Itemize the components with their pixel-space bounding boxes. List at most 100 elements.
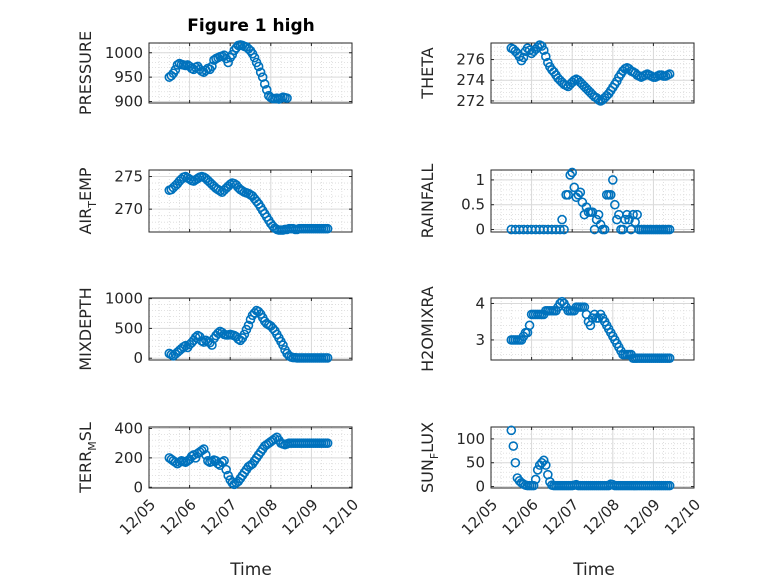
subplot-air_temp: 270 275 AIRTEMP — [76, 167, 353, 235]
y-axis-label-subscript: M — [86, 441, 99, 451]
y-tick-label: 1000 — [105, 290, 143, 308]
y-tick-label: 100 — [456, 430, 485, 448]
data-point — [664, 224, 675, 235]
data-point — [538, 45, 549, 56]
data-point — [223, 470, 233, 481]
y-axis-label: SUNFLUX — [418, 422, 441, 493]
data-point — [664, 69, 675, 79]
data-point — [524, 320, 535, 331]
y-tick-label: 0 — [133, 349, 143, 367]
figure-title: Figure 1 high — [187, 16, 315, 36]
x-tick-label: 12/08 — [580, 496, 623, 539]
data-point — [207, 61, 217, 72]
data-point — [225, 179, 235, 190]
data-point — [322, 438, 333, 448]
data-point — [530, 474, 541, 485]
x-tick-label: 12/06 — [499, 496, 542, 539]
y-tick-label: 200 — [114, 449, 143, 467]
data-point — [227, 478, 238, 488]
data-point — [599, 224, 610, 235]
data-point — [508, 441, 519, 451]
x-tick-label: 12/07 — [539, 496, 582, 539]
x-tick-label: 12/05 — [458, 496, 501, 539]
y-axis-label-main: SUN — [418, 459, 437, 493]
data-point — [199, 337, 209, 347]
data-point — [249, 52, 260, 63]
x-tick-label: 12/09 — [278, 496, 321, 539]
data-point — [201, 450, 211, 460]
y-tick-label: 0 — [475, 478, 485, 496]
data-point — [622, 209, 632, 220]
data-point — [605, 190, 616, 200]
y-axis-label: THETA — [418, 47, 437, 99]
data-point — [322, 353, 333, 363]
y-tick-label: 272 — [456, 92, 485, 110]
data-point — [243, 320, 254, 331]
y-tick-label: 0 — [133, 478, 143, 496]
x-tick-label: 12/07 — [197, 496, 240, 539]
y-axis-label: H2OMIXRA — [418, 286, 437, 372]
x-tick-label: 12/10 — [319, 496, 362, 539]
y-tick-label: 0 — [475, 221, 485, 239]
data-point — [610, 199, 620, 210]
data-point — [632, 209, 642, 220]
y-axis-label-rest: SL — [76, 422, 95, 441]
y-tick-label: 900 — [114, 93, 143, 111]
data-point — [227, 49, 238, 60]
data-point — [278, 340, 288, 350]
data-point — [215, 186, 225, 196]
y-tick-label: 1000 — [105, 44, 143, 62]
data-point — [253, 61, 264, 72]
data-point — [506, 425, 517, 436]
data-point — [569, 182, 580, 193]
y-axis-label: TERRMSL — [76, 422, 99, 494]
y-tick-label: 4 — [475, 294, 485, 312]
data-point — [239, 329, 250, 340]
data-point — [322, 223, 333, 234]
y-axis-label: AIRTEMP — [76, 167, 99, 234]
x-tick-label: 12/09 — [620, 496, 663, 539]
data-point — [555, 224, 565, 235]
data-point — [664, 480, 675, 491]
y-tick-label: 274 — [456, 71, 485, 89]
subplot-pressure: 900 950 1000 PRESSURE — [76, 31, 353, 115]
y-axis-label-subscript: F — [428, 453, 441, 459]
data-point — [607, 175, 618, 185]
y-tick-label: 500 — [114, 319, 143, 337]
subplot-h2omixra: 3 4 H2OMIXRA — [418, 286, 695, 372]
data-point — [559, 224, 569, 235]
data-point — [587, 207, 598, 217]
y-axis-label-main: TERR — [76, 451, 95, 494]
data-point — [282, 93, 292, 103]
subplot-mixdepth: 0 500 1000 MIXDEPTH — [76, 287, 353, 371]
axes-box — [148, 297, 353, 361]
y-axis-label-subscript: T — [86, 201, 99, 209]
y-tick-label: 275 — [114, 168, 143, 186]
data-point — [518, 52, 529, 63]
data-point — [620, 214, 630, 225]
data-point — [255, 67, 266, 78]
x-tick-label: 12/05 — [116, 496, 159, 539]
data-point — [538, 455, 549, 466]
data-point — [541, 51, 551, 62]
x-tick-label: 12/10 — [661, 496, 704, 539]
data-point — [664, 353, 675, 363]
y-axis-label-main: AIR — [76, 208, 95, 235]
data-point — [532, 465, 543, 475]
data-point — [221, 464, 231, 475]
data-point — [207, 456, 217, 467]
axes-box — [148, 169, 353, 233]
y-tick-label: 1 — [475, 171, 485, 189]
data-point — [249, 308, 260, 318]
y-axis-label-rest: EMP — [76, 167, 95, 201]
x-tick-label: 12/08 — [238, 496, 281, 539]
data-point — [575, 187, 586, 198]
data-point — [207, 340, 217, 350]
data-point — [565, 170, 575, 180]
y-axis-label: MIXDEPTH — [76, 287, 95, 370]
y-tick-label: 270 — [114, 200, 143, 218]
subplot-theta: 272 274 276 THETA — [418, 40, 695, 110]
